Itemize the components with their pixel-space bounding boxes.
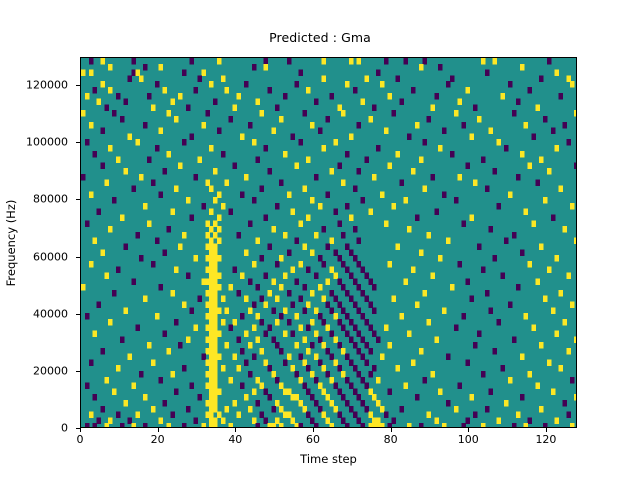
- x-tick-label: 0: [76, 433, 84, 446]
- y-tick-label: 20000: [33, 364, 68, 378]
- x-tick-label: 20: [150, 433, 165, 446]
- x-tick-label: 100: [457, 433, 479, 446]
- x-tick-mark: [157, 428, 159, 432]
- y-tick-label: 60000: [33, 250, 68, 264]
- y-tick-mark: [76, 370, 80, 372]
- y-tick-mark: [76, 199, 80, 201]
- y-tick-mark: [76, 256, 80, 258]
- y-tick-mark: [76, 85, 80, 87]
- x-tick-mark: [468, 428, 470, 432]
- x-tick-mark: [390, 428, 392, 432]
- y-tick-mark: [76, 313, 80, 315]
- x-tick-mark: [80, 428, 81, 432]
- y-tick-label: 120000: [26, 78, 68, 92]
- x-tick-mark: [235, 428, 237, 432]
- x-tick-mark: [312, 428, 314, 432]
- y-tick-mark: [76, 428, 80, 429]
- x-axis-label: Time step: [300, 452, 357, 466]
- x-tick-label: 80: [383, 433, 398, 446]
- y-tick-label: 80000: [33, 192, 68, 206]
- y-axis-label-wrapper: Frequency (Hz): [0, 57, 22, 428]
- heatmap-canvas: [81, 58, 576, 427]
- chart-title: Predicted : Gma: [269, 30, 371, 45]
- y-tick-label: 40000: [33, 307, 68, 321]
- x-tick-label: 120: [535, 433, 557, 446]
- heatmap-axes: [80, 57, 577, 428]
- y-tick-label: 0: [61, 421, 68, 435]
- y-axis-label: Frequency (Hz): [4, 199, 18, 286]
- x-tick-label: 60: [305, 433, 320, 446]
- x-tick-mark: [545, 428, 547, 432]
- y-tick-label: 100000: [26, 135, 68, 149]
- y-tick-mark: [76, 142, 80, 144]
- x-tick-label: 40: [228, 433, 243, 446]
